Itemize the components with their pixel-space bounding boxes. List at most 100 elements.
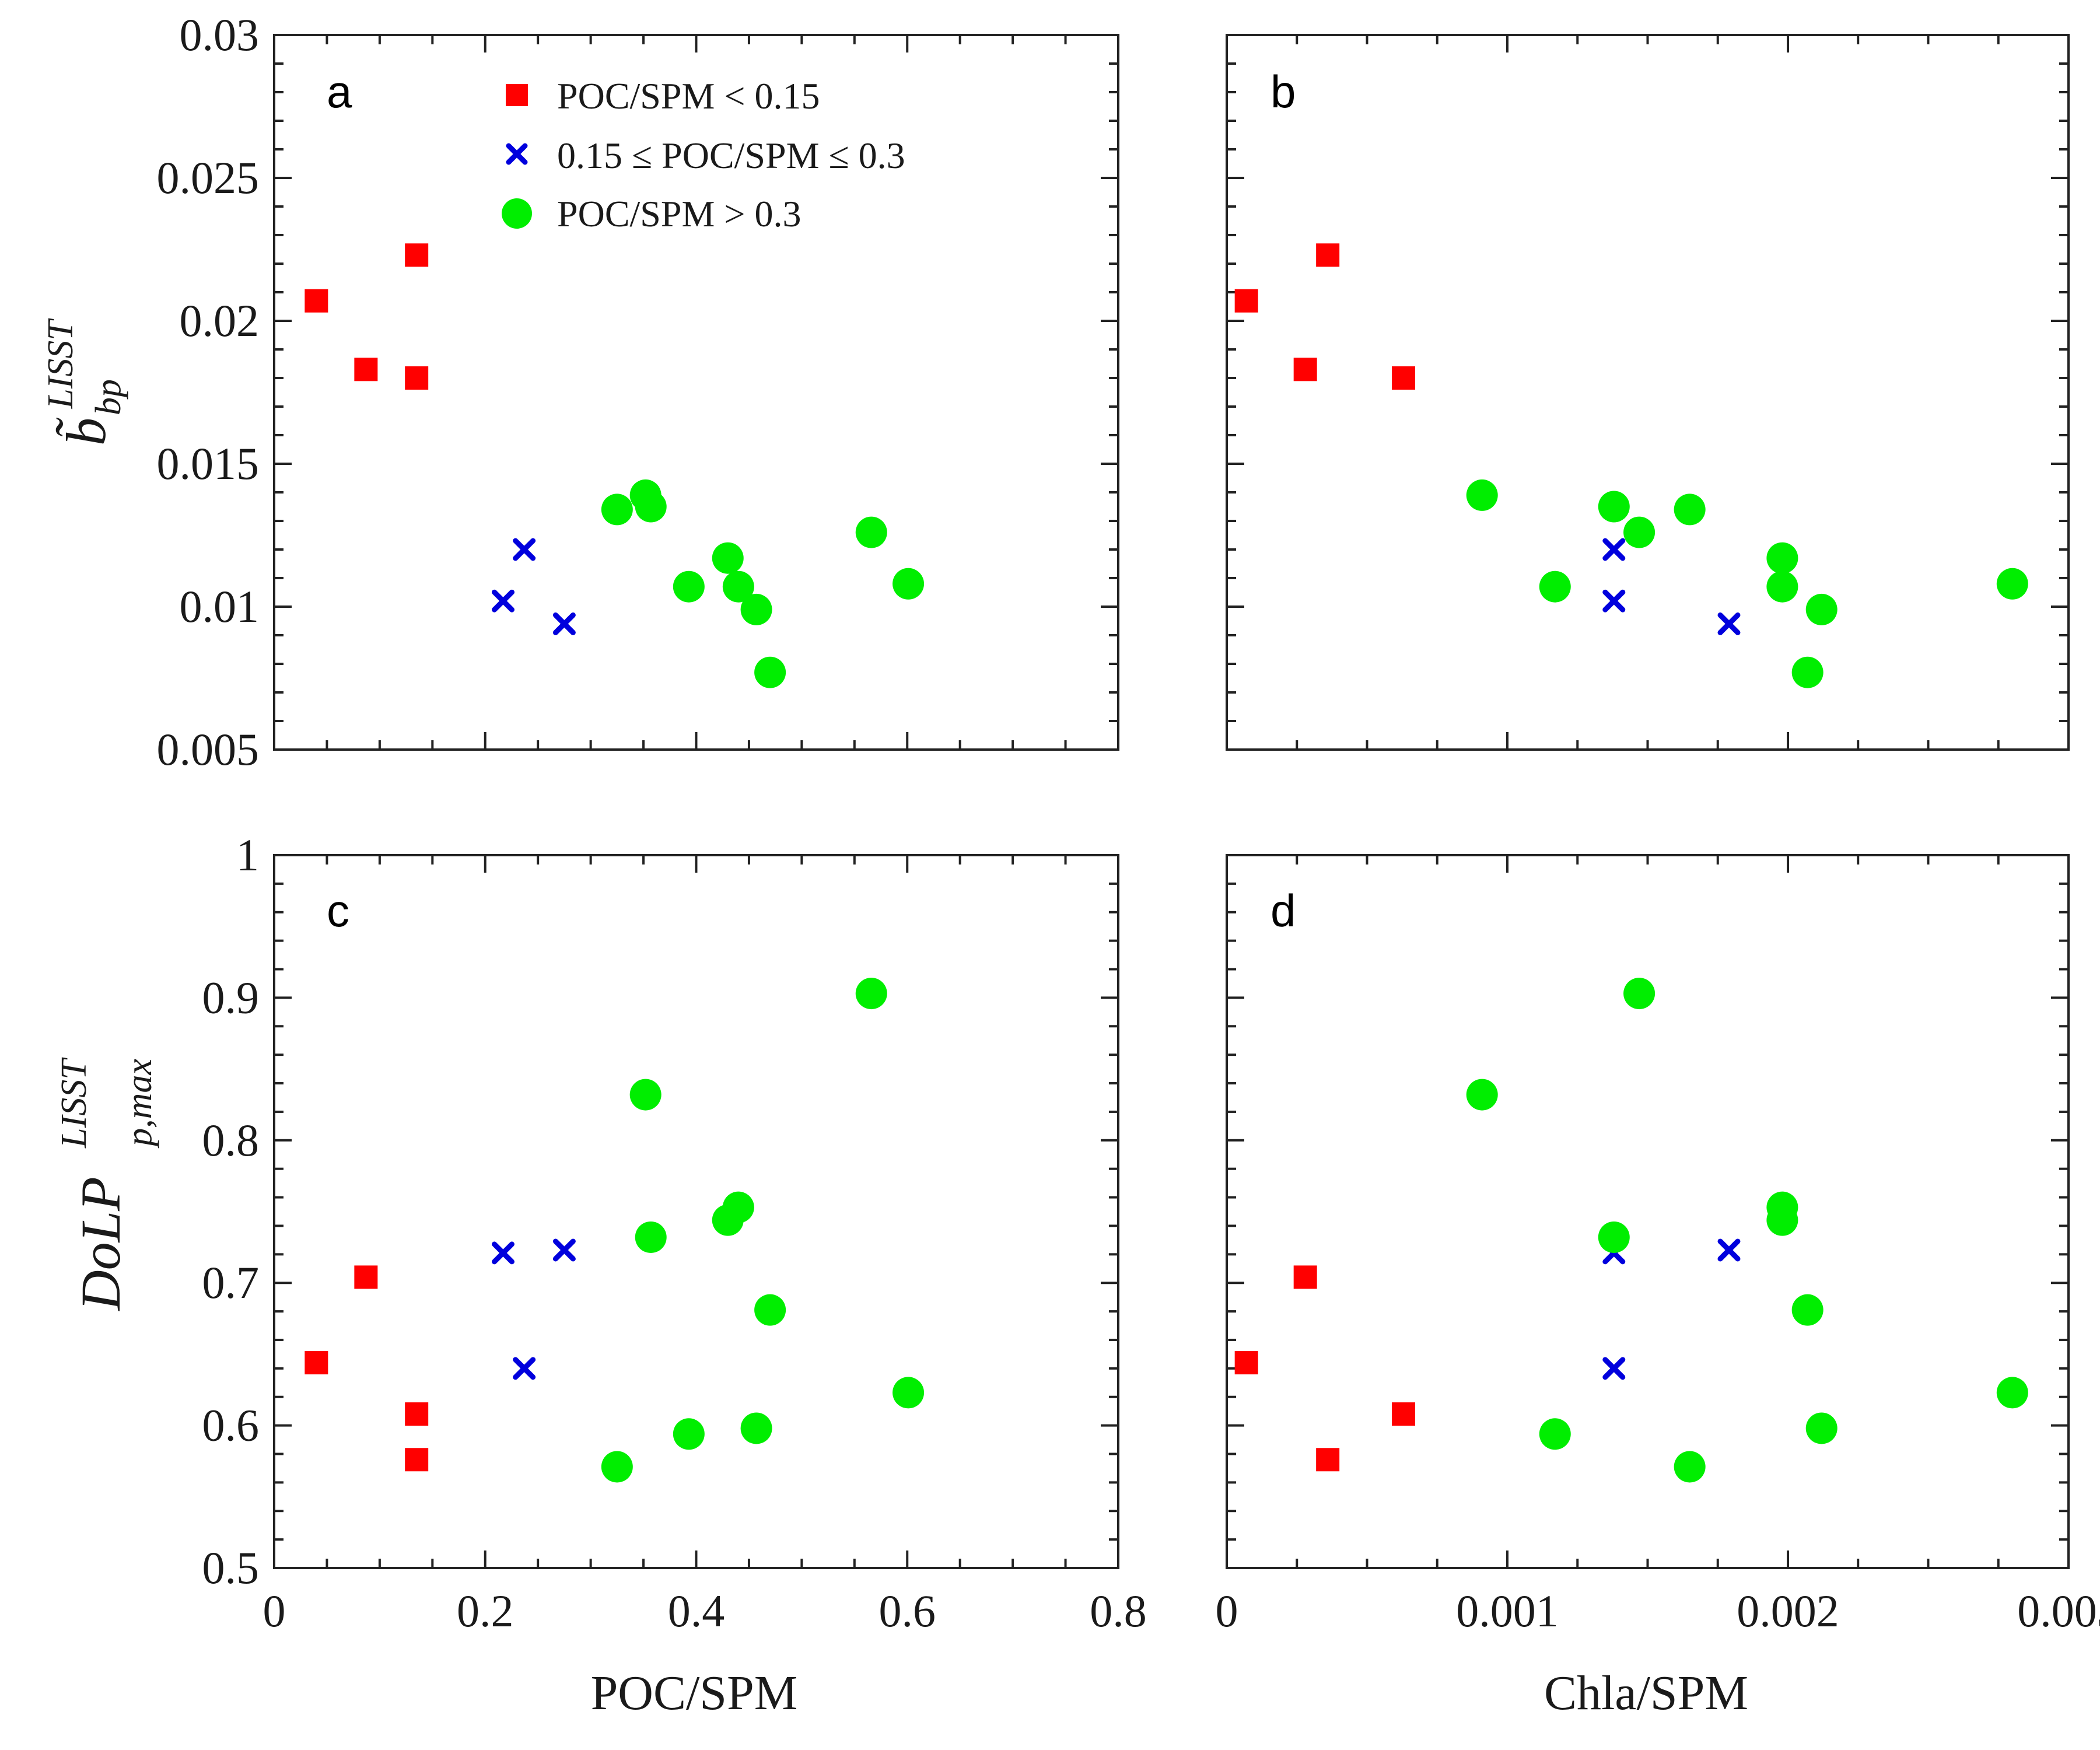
y-axis-title-bottom: DoLP LISST p,max [54, 1057, 159, 1312]
ticks-a [273, 34, 1119, 751]
data-point-circle [1791, 656, 1824, 688]
y-axis-title-top: b̃ bp LISST [41, 318, 128, 446]
data-point-x [491, 1241, 514, 1265]
data-point-x-stroke [552, 612, 576, 635]
legend: POC/SPM < 0.15 0.15 ≤ POC/SPM ≤ 0.3 POC/… [502, 75, 905, 235]
data-point-circle [1466, 479, 1498, 511]
x-axis-title-right: Chla/SPM [1544, 1666, 1748, 1720]
data-point-square [1316, 1448, 1340, 1472]
legend-marker-circle [502, 198, 532, 229]
data-point-circle [892, 1377, 925, 1409]
data-point-x [513, 538, 536, 561]
data-point-circle [1791, 1294, 1824, 1326]
data-point-circle [754, 1294, 786, 1326]
y-tick-label: 0.8 [202, 1115, 260, 1166]
data-point-x [1602, 589, 1626, 612]
data-point-circle [712, 542, 744, 574]
series-x [491, 1238, 576, 1380]
x-tick-label: 0.4 [668, 1586, 725, 1636]
data-point-square [1293, 1265, 1317, 1289]
series-circle [601, 479, 925, 688]
series-circle [601, 978, 925, 1483]
data-point-circle [740, 1412, 772, 1444]
y-title-bottom-sup: LISST [54, 1057, 94, 1149]
data-point-circle [892, 568, 925, 600]
legend-label-mid: 0.15 ≤ POC/SPM ≤ 0.3 [557, 135, 905, 176]
ticks-c [273, 854, 1119, 1569]
data-point-circle [1766, 570, 1798, 603]
svg-text:DoLP LISST p,max: DoLP LISST p,max [54, 1057, 159, 1312]
data-point-circle [740, 593, 772, 625]
data-point-circle [635, 1221, 667, 1253]
data-point-circle [1623, 978, 1656, 1010]
data-point-square [1392, 1402, 1416, 1426]
data-point-square [304, 1351, 328, 1375]
data-point-x [1717, 612, 1741, 635]
data-point-x-stroke [1717, 612, 1741, 635]
data-point-x-stroke [513, 1357, 536, 1380]
data-point-circle [1623, 516, 1656, 548]
x-tick-label: 0 [1216, 1586, 1238, 1636]
y-tick-label: 0.9 [202, 972, 260, 1023]
y-tick-label: 0.025 [157, 152, 260, 203]
data-point-x-stroke [1602, 1357, 1626, 1380]
data-point-x [513, 1357, 536, 1380]
data-point-square [1234, 1351, 1258, 1375]
legend-marker-x [506, 143, 528, 165]
series-circle [1466, 479, 2028, 688]
data-point-circle [1466, 1079, 1498, 1111]
data-point-x-stroke [513, 538, 536, 561]
x-tick-label: 0.6 [879, 1586, 936, 1636]
data-point-circle [629, 1079, 662, 1111]
data-point-circle [855, 978, 887, 1010]
panel-frame-d [1226, 854, 2070, 1569]
y-tick-label: 0.03 [180, 9, 260, 60]
legend-label-high: POC/SPM > 0.3 [557, 193, 801, 235]
series-square [304, 1265, 429, 1472]
data-point-x-stroke [491, 589, 514, 612]
y-tick-label: 0.015 [157, 438, 260, 489]
y-title-bottom-sub: p,max [120, 1059, 159, 1149]
legend-label-low: POC/SPM < 0.15 [557, 75, 820, 117]
data-point-circle [1766, 542, 1798, 574]
data-point-square [1234, 289, 1258, 313]
data-point-square [1316, 243, 1340, 267]
x-axis-title-left: POC/SPM [591, 1666, 798, 1720]
data-point-x [1602, 1357, 1626, 1380]
data-point-circle [1766, 1191, 1798, 1223]
series-square [1234, 243, 1416, 390]
data-point-x-stroke [491, 1241, 514, 1265]
y-tick-label: 0.5 [202, 1542, 260, 1593]
data-point-x [552, 612, 576, 635]
series-square [1234, 1265, 1416, 1472]
data-point-x [552, 1238, 576, 1262]
data-point-circle [601, 494, 633, 526]
y-title-top-sub: bp [89, 379, 128, 415]
series-square [304, 243, 429, 390]
x-tick-label: 0.001 [1456, 1586, 1559, 1636]
data-point-square [405, 366, 429, 390]
panel-letter-c: c [327, 885, 349, 936]
x-tick-label: 0.2 [457, 1586, 514, 1636]
x-tick-label: 0.8 [1090, 1586, 1147, 1636]
series-x [1602, 538, 1741, 635]
data-point-square [1392, 366, 1416, 390]
data-point-square [405, 1402, 429, 1426]
panel-letter-d: d [1270, 885, 1296, 936]
data-point-circle [1805, 1412, 1838, 1444]
panel-frame-c [273, 854, 1119, 1569]
series-x [1602, 1238, 1741, 1380]
x-tick-label: 0.003 [2017, 1586, 2100, 1636]
panel-c: 0.5 0.6 0.7 0.8 0.9 1 0 0.2 0.4 0.6 0.8 [202, 830, 1147, 1636]
data-point-circle [1539, 570, 1571, 603]
data-point-square [1293, 358, 1317, 382]
data-point-x [1602, 538, 1626, 561]
data-point-square [354, 358, 378, 382]
y-tick-label: 1 [236, 830, 259, 880]
series-circle [1466, 978, 2028, 1483]
ticks-d [1226, 854, 2070, 1569]
data-point-circle [673, 570, 705, 603]
data-point-square [304, 289, 328, 313]
data-point-circle [1674, 1451, 1706, 1483]
